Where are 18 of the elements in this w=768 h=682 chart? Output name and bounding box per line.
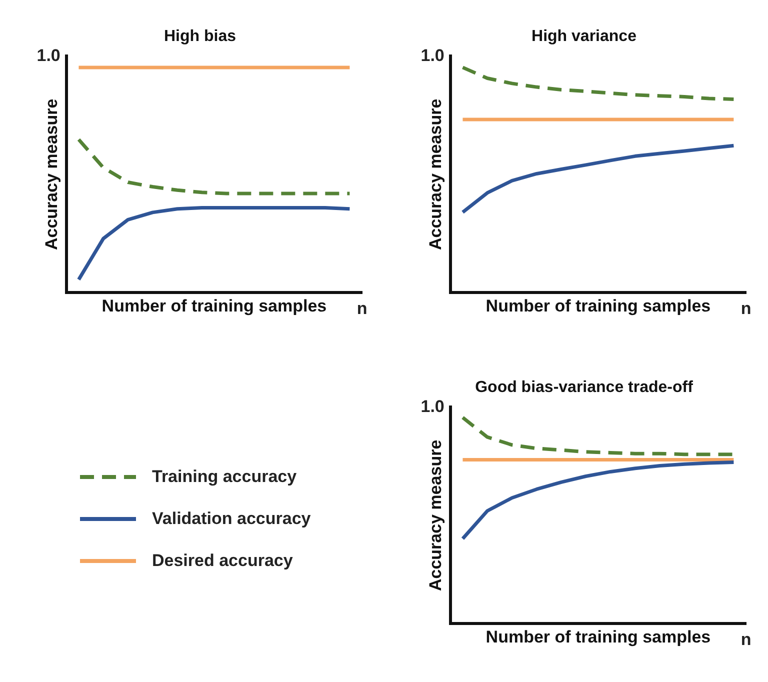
x-axis-title: Number of training samples xyxy=(102,296,327,316)
y-axis-title: Accuracy measure xyxy=(426,440,445,592)
text: n xyxy=(740,298,752,318)
y-axis-title: Accuracy measure xyxy=(426,98,445,250)
x-axis-title: Number of training samples xyxy=(486,296,711,316)
text: 1.0 xyxy=(36,46,60,65)
legend-label: Training accuracy xyxy=(152,467,297,487)
text: n xyxy=(740,630,752,649)
y-axis-title: Accuracy measure xyxy=(42,98,61,250)
chart-title: High variance xyxy=(532,28,637,46)
chart-title: Good bias-variance trade-off xyxy=(475,379,694,396)
text: n xyxy=(356,298,368,318)
chart-title: High bias xyxy=(164,28,236,46)
legend-label: Validation accuracy xyxy=(152,509,311,529)
x-axis-title: Number of training samples xyxy=(486,627,711,646)
text: 1.0 xyxy=(420,396,444,416)
legend-label: Desired accuracy xyxy=(152,551,293,571)
text: 1.0 xyxy=(420,46,444,65)
